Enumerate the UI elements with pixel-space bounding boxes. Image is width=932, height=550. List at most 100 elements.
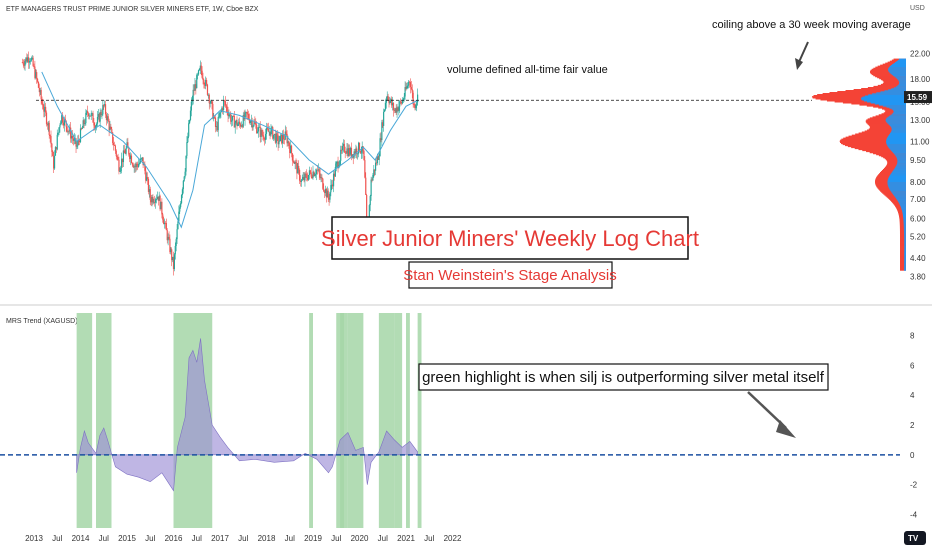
price-tick-3: 13.00 bbox=[910, 116, 931, 125]
candle-body-188 bbox=[189, 110, 192, 120]
candle-body-171 bbox=[174, 245, 176, 255]
candle-body-16 bbox=[36, 72, 38, 79]
candle-body-257 bbox=[251, 120, 253, 128]
candle-body-104 bbox=[114, 145, 116, 151]
candle-body-336 bbox=[322, 178, 324, 189]
mrs-tick-1: 6 bbox=[910, 361, 915, 370]
candle-body-6 bbox=[27, 57, 29, 62]
candle-body-226 bbox=[223, 100, 226, 102]
candle-body-178 bbox=[180, 195, 183, 204]
candle-body-161 bbox=[165, 222, 167, 231]
candle-body-19 bbox=[38, 87, 40, 93]
outperformance-annotation-box: green highlight is when silj is outperfo… bbox=[418, 363, 829, 391]
candle-body-432 bbox=[408, 81, 410, 86]
candle-body-18 bbox=[37, 81, 40, 88]
candle-body-304 bbox=[293, 161, 295, 164]
candle-body-219 bbox=[217, 117, 219, 131]
candle-body-349 bbox=[333, 173, 336, 177]
candle-body-145 bbox=[151, 196, 153, 203]
candle-body-315 bbox=[303, 176, 305, 181]
candle-body-319 bbox=[307, 178, 309, 180]
candle-body-101 bbox=[112, 132, 114, 144]
candle-body-295 bbox=[285, 131, 287, 134]
candle-body-337 bbox=[323, 188, 325, 192]
time-tick-3: Jul bbox=[99, 534, 109, 543]
price-axis: 22.0018.0015.0013.0011.009.508.007.006.0… bbox=[910, 49, 931, 281]
candle-body-231 bbox=[228, 114, 230, 117]
price-tick-9: 5.20 bbox=[910, 233, 926, 242]
candle-body-26 bbox=[45, 106, 47, 113]
candle-body-207 bbox=[206, 84, 209, 95]
price-tick-8: 6.00 bbox=[910, 214, 926, 223]
candle-body-242 bbox=[238, 121, 240, 125]
candle-body-302 bbox=[291, 153, 294, 161]
candle-body-116 bbox=[125, 147, 127, 154]
candle-body-270 bbox=[263, 136, 265, 140]
candle-body-29 bbox=[47, 122, 49, 126]
candle-body-166 bbox=[170, 249, 172, 253]
candle-body-41 bbox=[58, 127, 60, 133]
moving-average-line bbox=[41, 71, 418, 229]
candle-body-158 bbox=[163, 219, 165, 225]
candle-body-318 bbox=[306, 174, 308, 179]
candle-body-330 bbox=[316, 169, 319, 171]
candle-body-124 bbox=[132, 164, 134, 168]
candle-body-33 bbox=[51, 143, 53, 152]
candle-body-306 bbox=[295, 161, 297, 163]
candle-body-210 bbox=[209, 102, 211, 104]
candle-body-1 bbox=[22, 62, 24, 65]
candle-body-109 bbox=[119, 171, 121, 172]
candle-body-265 bbox=[258, 126, 260, 128]
candle-body-283 bbox=[274, 133, 277, 143]
candle-body-359 bbox=[342, 143, 345, 147]
candle-body-82 bbox=[95, 126, 97, 129]
time-tick-11: Jul bbox=[285, 534, 295, 543]
candle-body-114 bbox=[123, 150, 125, 153]
price-tick-4: 11.00 bbox=[910, 137, 930, 146]
candle-body-102 bbox=[112, 143, 115, 146]
candle-body-427 bbox=[403, 96, 405, 100]
candle-body-272 bbox=[265, 133, 267, 140]
candle-body-415 bbox=[392, 102, 395, 111]
candle-body-137 bbox=[144, 164, 146, 171]
candle-body-190 bbox=[191, 99, 193, 102]
candle-body-13 bbox=[33, 65, 35, 67]
candle-body-243 bbox=[239, 121, 241, 125]
candle-body-206 bbox=[205, 79, 208, 85]
candle-body-182 bbox=[184, 171, 186, 177]
candle-body-184 bbox=[186, 142, 188, 156]
candle-body-366 bbox=[349, 148, 351, 155]
candle-body-284 bbox=[275, 133, 277, 143]
candle-body-303 bbox=[292, 160, 294, 162]
candle-body-42 bbox=[59, 125, 61, 128]
candle-body-292 bbox=[282, 135, 285, 140]
time-tick-5: Jul bbox=[145, 534, 155, 543]
candle-body-393 bbox=[373, 169, 375, 175]
time-tick-18: 2022 bbox=[444, 534, 462, 543]
candle-body-134 bbox=[141, 157, 143, 159]
candle-body-75 bbox=[88, 115, 91, 117]
candle-body-2 bbox=[23, 64, 25, 66]
candle-body-441 bbox=[416, 102, 418, 106]
candle-body-289 bbox=[280, 134, 282, 137]
candle-body-14 bbox=[34, 66, 36, 78]
candle-body-69 bbox=[83, 120, 85, 124]
candle-body-39 bbox=[56, 134, 58, 150]
candle-body-376 bbox=[358, 142, 360, 154]
candle-body-396 bbox=[375, 162, 378, 164]
candle-body-399 bbox=[378, 156, 380, 160]
time-tick-7: Jul bbox=[192, 534, 202, 543]
candle-body-147 bbox=[153, 201, 155, 203]
mrs-axis: 8 6 4 2 0 -2 -4 bbox=[910, 331, 918, 519]
candle-body-254 bbox=[248, 118, 251, 123]
candle-body-244 bbox=[239, 124, 242, 127]
price-tick-10: 4.40 bbox=[910, 254, 926, 263]
candle-body-268 bbox=[261, 129, 263, 136]
candle-body-230 bbox=[227, 111, 229, 117]
candle-body-296 bbox=[286, 133, 288, 144]
candle-body-419 bbox=[396, 107, 398, 113]
candle-body-92 bbox=[104, 104, 106, 106]
last-price-value: 15.59 bbox=[907, 93, 928, 102]
candle-body-350 bbox=[334, 167, 336, 177]
candle-body-298 bbox=[288, 141, 290, 147]
